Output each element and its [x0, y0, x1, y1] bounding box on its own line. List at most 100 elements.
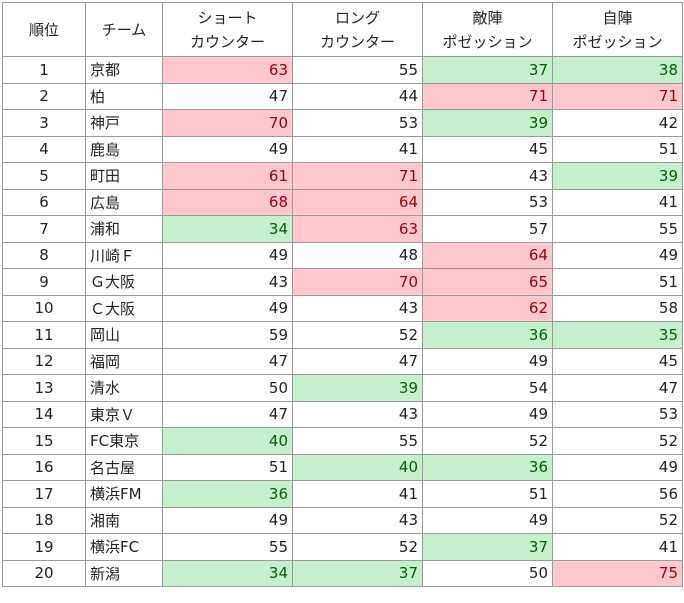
own-half-possession-cell: 55 [552, 215, 683, 243]
opponent-half-possession-cell: 71 [422, 82, 553, 110]
own-half-possession-cell: 52 [552, 427, 683, 455]
short-counter-cell: 61 [162, 162, 293, 190]
opponent-half-possession-cell: 65 [422, 268, 553, 296]
table-row: 13 清水 50 39 54 47 [2, 374, 683, 402]
rank-cell: 20 [2, 559, 86, 587]
header-label-line2: ポゼッション [442, 32, 533, 51]
table-row: 19 横浜FC 55 52 37 41 [2, 533, 683, 561]
table-row: 11 岡山 59 52 36 35 [2, 321, 683, 349]
opponent-half-possession-cell: 45 [422, 135, 553, 163]
rank-cell: 12 [2, 347, 86, 375]
team-cell: 新潟 [85, 559, 163, 587]
opponent-half-possession-cell: 43 [422, 162, 553, 190]
rank-cell: 15 [2, 427, 86, 455]
long-counter-cell: 41 [292, 480, 423, 508]
team-cell: 京都 [85, 56, 163, 84]
opponent-half-possession-cell: 51 [422, 480, 553, 508]
long-counter-cell: 55 [292, 427, 423, 455]
short-counter-cell: 63 [162, 56, 293, 84]
team-cell: 湘南 [85, 506, 163, 534]
team-cell: 広島 [85, 188, 163, 216]
table-row: 7 浦和 34 63 57 55 [2, 215, 683, 243]
short-counter-cell: 49 [162, 241, 293, 269]
long-counter-cell: 40 [292, 453, 423, 481]
short-counter-cell: 51 [162, 453, 293, 481]
header-label-line1: ロング [334, 8, 380, 27]
opponent-half-possession-cell: 52 [422, 427, 553, 455]
rank-cell: 14 [2, 400, 86, 428]
header-label-line1: ショート [197, 8, 258, 27]
header-label-line1: 自陣 [602, 8, 633, 27]
team-cell: 岡山 [85, 321, 163, 349]
rank-cell: 4 [2, 135, 86, 163]
rank-cell: 13 [2, 374, 86, 402]
short-counter-cell: 43 [162, 268, 293, 296]
header-label-line2: カウンター [319, 32, 395, 51]
table-row: 12 福岡 47 47 49 45 [2, 347, 683, 375]
rank-cell: 8 [2, 241, 86, 269]
long-counter-cell: 71 [292, 162, 423, 190]
own-half-possession-cell: 75 [552, 559, 683, 587]
long-counter-cell: 43 [292, 400, 423, 428]
rank-cell: 6 [2, 188, 86, 216]
header-label: 順位 [28, 20, 59, 39]
team-cell: 横浜FC [85, 533, 163, 561]
table-row: 3 神戸 70 53 39 42 [2, 109, 683, 137]
short-counter-cell: 70 [162, 109, 293, 137]
rank-cell: 2 [2, 82, 86, 110]
table-row: 6 広島 68 64 53 41 [2, 188, 683, 216]
short-counter-cell: 59 [162, 321, 293, 349]
own-half-possession-cell: 35 [552, 321, 683, 349]
opponent-half-possession-cell: 50 [422, 559, 553, 587]
own-half-possession-cell: 71 [552, 82, 683, 110]
rank-cell: 7 [2, 215, 86, 243]
rank-cell: 17 [2, 480, 86, 508]
own-half-possession-cell: 51 [552, 135, 683, 163]
opponent-half-possession-cell: 37 [422, 533, 553, 561]
rank-cell: 3 [2, 109, 86, 137]
opponent-half-possession-cell: 53 [422, 188, 553, 216]
header-label-line1: 敵陣 [472, 8, 503, 27]
team-cell: FC東京 [85, 427, 163, 455]
long-counter-cell: 39 [292, 374, 423, 402]
team-cell: 東京Ｖ [85, 400, 163, 428]
rank-cell: 18 [2, 506, 86, 534]
own-half-possession-cell: 58 [552, 294, 683, 322]
opponent-half-possession-cell: 49 [422, 347, 553, 375]
header-short-counter: ショート カウンター [162, 2, 293, 57]
opponent-half-possession-cell: 57 [422, 215, 553, 243]
opponent-half-possession-cell: 54 [422, 374, 553, 402]
own-half-possession-cell: 52 [552, 506, 683, 534]
opponent-half-possession-cell: 64 [422, 241, 553, 269]
rank-cell: 11 [2, 321, 86, 349]
table-row: 9 Ｇ大阪 43 70 65 51 [2, 268, 683, 296]
header-label: チーム [101, 20, 147, 39]
short-counter-cell: 36 [162, 480, 293, 508]
own-half-possession-cell: 39 [552, 162, 683, 190]
own-half-possession-cell: 42 [552, 109, 683, 137]
long-counter-cell: 43 [292, 506, 423, 534]
header-row: 順位 チーム ショート カウンター ロングカウンター 敵陣ポゼッション 自陣ポゼッ… [2, 2, 683, 57]
short-counter-cell: 47 [162, 400, 293, 428]
long-counter-cell: 53 [292, 109, 423, 137]
table-row: 2 柏 47 44 71 71 [2, 82, 683, 110]
short-counter-cell: 47 [162, 82, 293, 110]
opponent-half-possession-cell: 49 [422, 506, 553, 534]
header-label-line2: ポゼッション [572, 32, 663, 51]
opponent-half-possession-cell: 37 [422, 56, 553, 84]
own-half-possession-cell: 45 [552, 347, 683, 375]
own-half-possession-cell: 41 [552, 533, 683, 561]
long-counter-cell: 41 [292, 135, 423, 163]
team-cell: 柏 [85, 82, 163, 110]
long-counter-cell: 52 [292, 533, 423, 561]
long-counter-cell: 64 [292, 188, 423, 216]
long-counter-cell: 63 [292, 215, 423, 243]
table-row: 16 名古屋 51 40 36 49 [2, 453, 683, 481]
rank-cell: 9 [2, 268, 86, 296]
long-counter-cell: 47 [292, 347, 423, 375]
table-row: 17 横浜FM 36 41 51 56 [2, 480, 683, 508]
rank-cell: 19 [2, 533, 86, 561]
table-row: 18 湘南 49 43 49 52 [2, 506, 683, 534]
table-row: 8 川崎Ｆ 49 48 64 49 [2, 241, 683, 269]
team-cell: 福岡 [85, 347, 163, 375]
